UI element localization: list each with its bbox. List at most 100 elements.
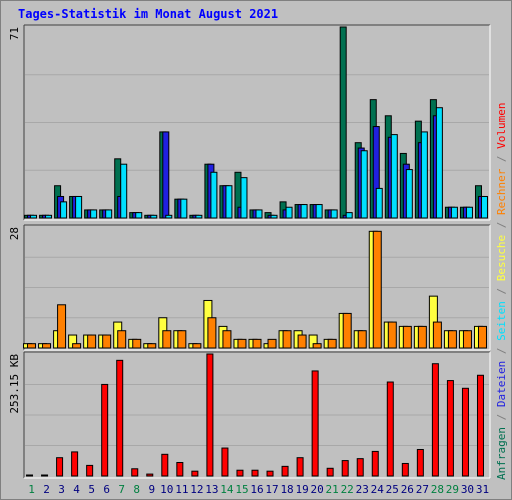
- x-tick-label-day-13: 13: [205, 483, 218, 496]
- panel-bottom-ymax-label: 253.15 KB: [8, 354, 21, 414]
- legend-entry: /: [495, 281, 508, 301]
- bar-volumen-day-31: [476, 374, 484, 477]
- x-tick-label-day-24: 24: [371, 483, 385, 496]
- bar-volumen-day-5: [86, 464, 94, 477]
- bar-volumen-day-14: [221, 447, 229, 477]
- bar-seiten-day-1: [30, 214, 38, 219]
- bar-volumen-day-19: [296, 457, 304, 477]
- bar-seiten-day-27: [420, 131, 428, 219]
- chart-title: Tages-Statistik im Monat August 2021: [18, 7, 279, 21]
- x-tick-label-day-3: 3: [58, 483, 65, 496]
- bar-rechner-day-27: [417, 325, 427, 349]
- bar-seiten-day-3: [60, 201, 68, 219]
- x-tick-label-day-19: 19: [295, 483, 308, 496]
- bar-seiten-day-28: [435, 107, 443, 219]
- bar-volumen-day-4: [71, 451, 79, 477]
- bar-seiten-day-16: [255, 209, 263, 219]
- legend-entry: Rechner: [495, 168, 508, 215]
- bar-seiten-day-10: [165, 214, 173, 219]
- bar-volumen-day-2: [41, 474, 49, 477]
- x-tick-label-day-21: 21: [326, 483, 339, 496]
- bar-rechner-day-30: [462, 330, 472, 349]
- bar-seiten-day-31: [480, 195, 488, 219]
- bar-volumen-day-29: [446, 380, 454, 477]
- x-tick-label-day-28: 28: [431, 483, 444, 496]
- legend-entry: /: [495, 341, 508, 361]
- bar-rechner-day-1: [27, 343, 37, 349]
- bar-rechner-day-23: [357, 330, 367, 349]
- bar-seiten-day-11: [180, 198, 188, 219]
- bar-rechner-day-14: [222, 330, 232, 349]
- x-tick-label-day-18: 18: [280, 483, 293, 496]
- bar-dateien-day-10: [162, 131, 170, 219]
- bar-rechner-day-6: [102, 334, 112, 349]
- bar-seiten-day-4: [75, 195, 83, 219]
- bar-volumen-day-28: [431, 363, 439, 477]
- bar-rechner-day-11: [177, 330, 187, 349]
- bar-rechner-day-28: [432, 321, 442, 349]
- bar-rechner-day-13: [207, 317, 217, 349]
- bar-seiten-day-14: [225, 185, 233, 219]
- legend-entry: Dateien: [495, 361, 508, 407]
- bar-seiten-day-12: [195, 214, 203, 219]
- bar-rechner-day-31: [477, 325, 487, 349]
- bar-rechner-day-5: [87, 334, 97, 349]
- bar-volumen-day-16: [251, 469, 259, 477]
- bar-volumen-day-25: [386, 381, 394, 477]
- bar-rechner-day-8: [132, 338, 142, 349]
- x-tick-label-day-12: 12: [190, 483, 203, 496]
- bar-rechner-day-26: [402, 325, 412, 349]
- legend-entry: /: [495, 149, 508, 169]
- bar-seiten-day-30: [465, 206, 473, 219]
- legend-entry: Volumen: [495, 102, 508, 148]
- bar-volumen-day-26: [401, 462, 409, 477]
- bar-volumen-day-21: [326, 467, 334, 477]
- x-tick-label-day-22: 22: [341, 483, 354, 496]
- bar-seiten-day-18: [285, 206, 293, 219]
- bar-seiten-day-2: [45, 214, 53, 219]
- bar-rechner-day-9: [147, 343, 157, 349]
- bar-rechner-day-15: [237, 338, 247, 349]
- x-tick-label-day-2: 2: [43, 483, 50, 496]
- x-tick-label-day-30: 30: [461, 483, 474, 496]
- bar-seiten-day-21: [330, 209, 338, 219]
- x-tick-label-day-8: 8: [133, 483, 140, 496]
- x-tick-label-day-6: 6: [103, 483, 110, 496]
- bar-volumen-day-30: [461, 387, 469, 477]
- bar-rechner-day-24: [372, 230, 382, 349]
- bar-volumen-day-23: [356, 458, 364, 477]
- bar-seiten-day-13: [210, 171, 218, 219]
- bar-seiten-day-22: [345, 212, 353, 219]
- bar-rechner-day-2: [42, 343, 52, 349]
- bar-anfragen-day-22: [339, 26, 347, 219]
- x-tick-label-day-9: 9: [148, 483, 155, 496]
- bar-seiten-day-15: [240, 177, 248, 219]
- bar-volumen-day-17: [266, 470, 274, 477]
- bar-seiten-day-26: [405, 169, 413, 219]
- x-tick-label-day-7: 7: [118, 483, 125, 496]
- x-tick-label-day-27: 27: [416, 483, 429, 496]
- bar-volumen-day-9: [146, 473, 154, 477]
- x-tick-label-day-5: 5: [88, 483, 95, 496]
- bar-seiten-day-5: [90, 209, 98, 219]
- x-tick-label-day-20: 20: [311, 483, 324, 496]
- bar-volumen-day-11: [176, 462, 184, 477]
- bar-seiten-day-9: [150, 214, 158, 219]
- bar-rechner-day-16: [252, 338, 262, 349]
- bar-seiten-day-23: [360, 150, 368, 219]
- bar-seiten-day-7: [120, 163, 128, 219]
- bar-rechner-day-22: [342, 312, 352, 349]
- bar-volumen-day-15: [236, 469, 244, 477]
- bar-seiten-day-8: [135, 212, 143, 219]
- bar-rechner-day-20: [312, 343, 322, 349]
- bar-volumen-day-3: [56, 457, 64, 477]
- x-tick-label-day-31: 31: [476, 483, 489, 496]
- bar-rechner-day-12: [192, 343, 202, 349]
- x-tick-label-day-1: 1: [28, 483, 35, 496]
- bar-rechner-day-4: [72, 343, 82, 349]
- legend-entry: /: [495, 215, 508, 235]
- bar-volumen-day-1: [26, 474, 34, 477]
- bar-volumen-day-7: [116, 359, 124, 477]
- bar-volumen-day-10: [161, 453, 169, 477]
- bar-rechner-day-25: [387, 321, 397, 349]
